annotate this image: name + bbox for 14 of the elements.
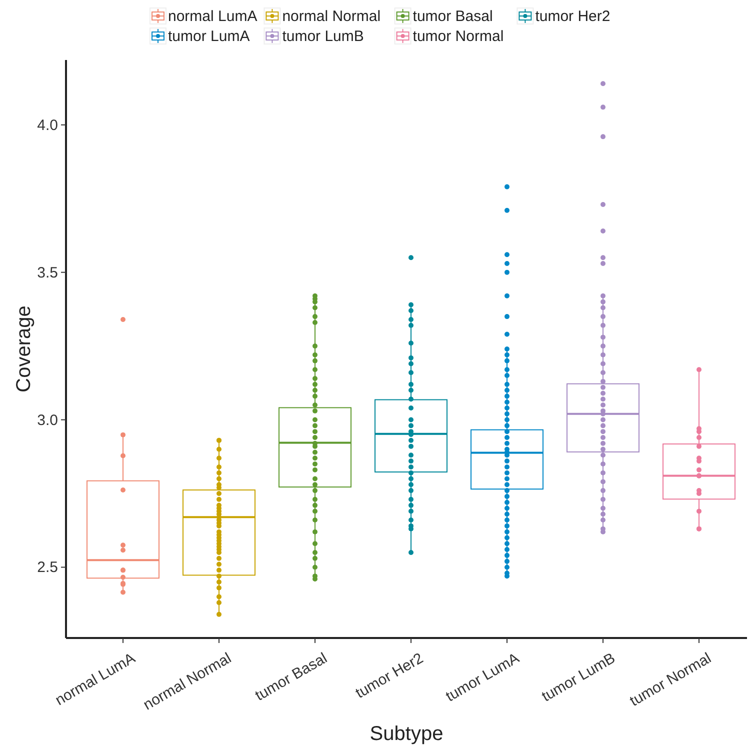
legend-label: tumor LumB [282, 28, 364, 45]
y-tick-label: 3.5 [37, 264, 58, 282]
legend-label: tumor Her2 [535, 8, 610, 25]
y-tick-label: 3.0 [37, 412, 58, 429]
y-tick-label: 4.0 [37, 116, 58, 134]
legend-label: normal LumA [168, 8, 258, 25]
x-tick-label: tumor Her2 [352, 650, 426, 702]
legend-label: tumor Basal [412, 8, 493, 25]
legend-label: tumor LumA [168, 28, 250, 45]
legend-label: tumor Normal [412, 28, 504, 45]
legend-label: normal Normal [282, 8, 381, 25]
y-tick-label: 2.5 [37, 559, 58, 576]
x-axis-title: Subtype [370, 723, 444, 745]
y-axis-title: Coverage [13, 306, 35, 392]
